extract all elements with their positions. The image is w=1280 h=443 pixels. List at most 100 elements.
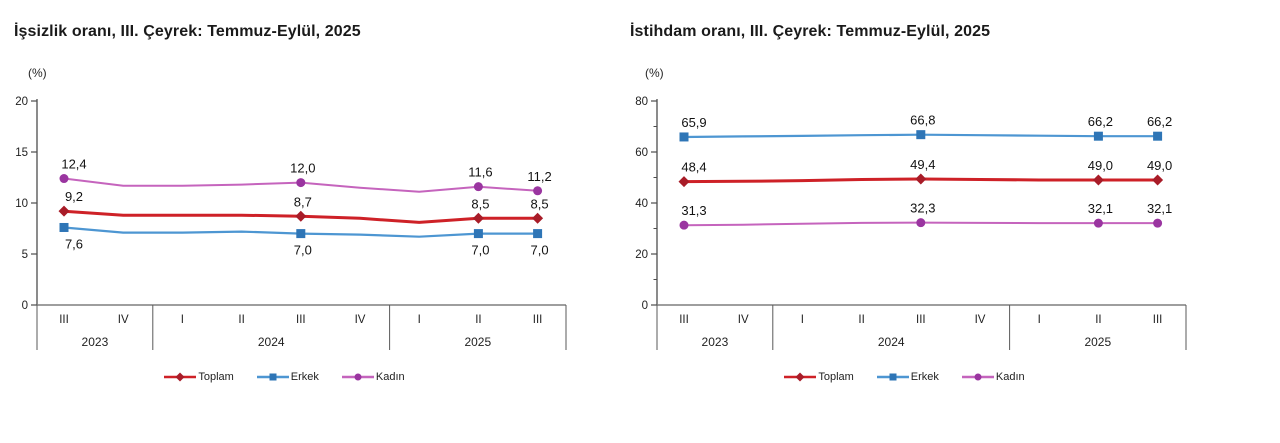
data-point-marker <box>532 212 544 224</box>
data-point-marker <box>1092 174 1104 186</box>
data-point-marker <box>473 182 483 192</box>
data-point-label: 49,4 <box>910 157 935 172</box>
data-point-marker <box>296 229 306 239</box>
y-tick-label: 0 <box>642 300 648 312</box>
data-point-marker <box>915 173 927 185</box>
legend-marker-shape <box>889 373 897 381</box>
data-point-label: 49,0 <box>1088 158 1113 173</box>
legend-label: Erkek <box>910 371 939 383</box>
legend-marker-shape <box>269 373 277 381</box>
data-point-label: 11,6 <box>468 165 492 180</box>
series-erkek: 65,9 66,8 66,2 66,2 <box>679 113 1172 142</box>
data-point-label: 49,0 <box>1147 158 1172 173</box>
y-tick-label: 15 <box>15 147 28 159</box>
unemployment-line-chart: 0 5 10 15 20 III IV I II III IV I II III 2023 2024 2025 9… <box>0 58 620 368</box>
data-point-label: 32,1 <box>1147 201 1172 216</box>
data-point-marker <box>1152 174 1164 186</box>
series-toplam: 9,2 8,7 8,5 8,5 <box>58 189 549 224</box>
quarter-tick-label: III <box>533 314 543 326</box>
quarter-tick-label: III <box>1153 314 1163 326</box>
data-point-label: 12,0 <box>290 161 315 176</box>
series-kadn: 12,4 12,0 11,6 11,2 <box>59 157 552 196</box>
data-point-marker <box>1093 218 1103 228</box>
data-point-marker <box>296 178 306 188</box>
legend-marker-kadn <box>961 373 994 381</box>
quarter-tick-label: I <box>181 314 184 326</box>
data-point-label: 7,0 <box>471 243 489 258</box>
quarter-tick-label: II <box>1095 314 1101 326</box>
chart-legend: Toplam Erkek Kadın <box>594 371 1214 383</box>
quarter-tick-label: II <box>858 314 864 326</box>
quarter-tick-label: III <box>916 314 926 326</box>
legend-label: Erkek <box>290 371 319 383</box>
data-point-label: 7,0 <box>531 243 549 258</box>
data-point-marker <box>533 229 543 239</box>
quarter-tick-label: III <box>679 314 689 326</box>
data-point-label: 48,4 <box>681 160 706 175</box>
data-point-label: 7,0 <box>294 243 312 258</box>
data-point-marker <box>1093 131 1103 141</box>
data-point-label: 11,2 <box>527 169 551 184</box>
data-point-marker <box>58 205 70 217</box>
quarter-tick-label: I <box>801 314 804 326</box>
legend-marker-shape <box>175 372 185 382</box>
year-group-label: 2023 <box>702 335 729 349</box>
data-point-label: 32,3 <box>910 201 935 216</box>
data-point-label: 9,2 <box>65 189 83 204</box>
legend-item-kadn: Kadın <box>961 371 1025 383</box>
legend-marker-erkek <box>876 373 909 381</box>
data-point-marker <box>1153 131 1163 141</box>
y-axis: 0 5 10 15 20 <box>15 96 38 312</box>
data-point-marker <box>533 186 543 196</box>
quarter-tick-label: IV <box>355 314 366 326</box>
data-point-label: 32,1 <box>1088 201 1113 216</box>
legend-marker-kadn <box>341 373 374 381</box>
series-erkek: 7,6 7,0 7,0 7,0 <box>59 222 549 258</box>
y-tick-label: 60 <box>635 147 648 159</box>
unemployment-rate-chart-panel: İşsizlik oranı, III. Çeyrek: Temmuz-Eylü… <box>0 0 620 443</box>
data-point-label: 8,5 <box>531 196 549 211</box>
data-point-marker <box>473 229 483 239</box>
series-kadn: 31,3 32,3 32,1 32,1 <box>679 201 1172 230</box>
quarter-tick-label: II <box>475 314 481 326</box>
y-tick-label: 40 <box>635 198 648 210</box>
data-point-label: 31,3 <box>681 203 706 218</box>
legend-item-kadn: Kadın <box>341 371 405 383</box>
data-point-label: 12,4 <box>61 157 86 172</box>
data-point-label: 8,5 <box>471 196 489 211</box>
quarter-tick-label: IV <box>975 314 986 326</box>
data-point-label: 8,7 <box>294 194 312 209</box>
employment-line-chart: 0 20 40 60 80 III IV I II III IV I II III 2023 2024 2025… <box>620 58 1240 368</box>
y-tick-label: 5 <box>22 249 28 261</box>
quarter-tick-label: III <box>59 314 69 326</box>
chart-title-unemployment: İşsizlik oranı, III. Çeyrek: Temmuz-Eylü… <box>14 23 361 40</box>
year-group-label: 2025 <box>1084 335 1111 349</box>
data-point-marker <box>295 210 307 222</box>
data-point-marker <box>678 176 690 188</box>
quarter-tick-label: II <box>238 314 244 326</box>
year-group-label: 2024 <box>878 335 905 349</box>
legend-label: Kadın <box>375 371 405 383</box>
year-group-label: 2024 <box>258 335 285 349</box>
data-point-label: 65,9 <box>681 115 706 130</box>
data-point-label: 66,2 <box>1088 114 1113 129</box>
quarter-tick-label: IV <box>118 314 129 326</box>
y-tick-label: 20 <box>635 249 648 261</box>
data-point-label: 7,6 <box>65 236 83 251</box>
legend-marker-toplam <box>784 372 817 382</box>
year-group-label: 2023 <box>82 335 109 349</box>
chart-legend: Toplam Erkek Kadın <box>0 371 594 383</box>
y-axis: 0 20 40 60 80 <box>635 96 658 312</box>
y-tick-label: 0 <box>22 300 28 312</box>
data-point-marker <box>472 212 484 224</box>
y-tick-label: 80 <box>635 96 648 108</box>
data-point-marker <box>916 218 926 228</box>
quarter-tick-label: IV <box>738 314 749 326</box>
y-axis-unit-label: (%) <box>645 66 664 80</box>
year-group-label: 2025 <box>464 335 491 349</box>
data-point-label: 66,8 <box>910 113 935 128</box>
legend-marker-shape <box>354 373 362 381</box>
